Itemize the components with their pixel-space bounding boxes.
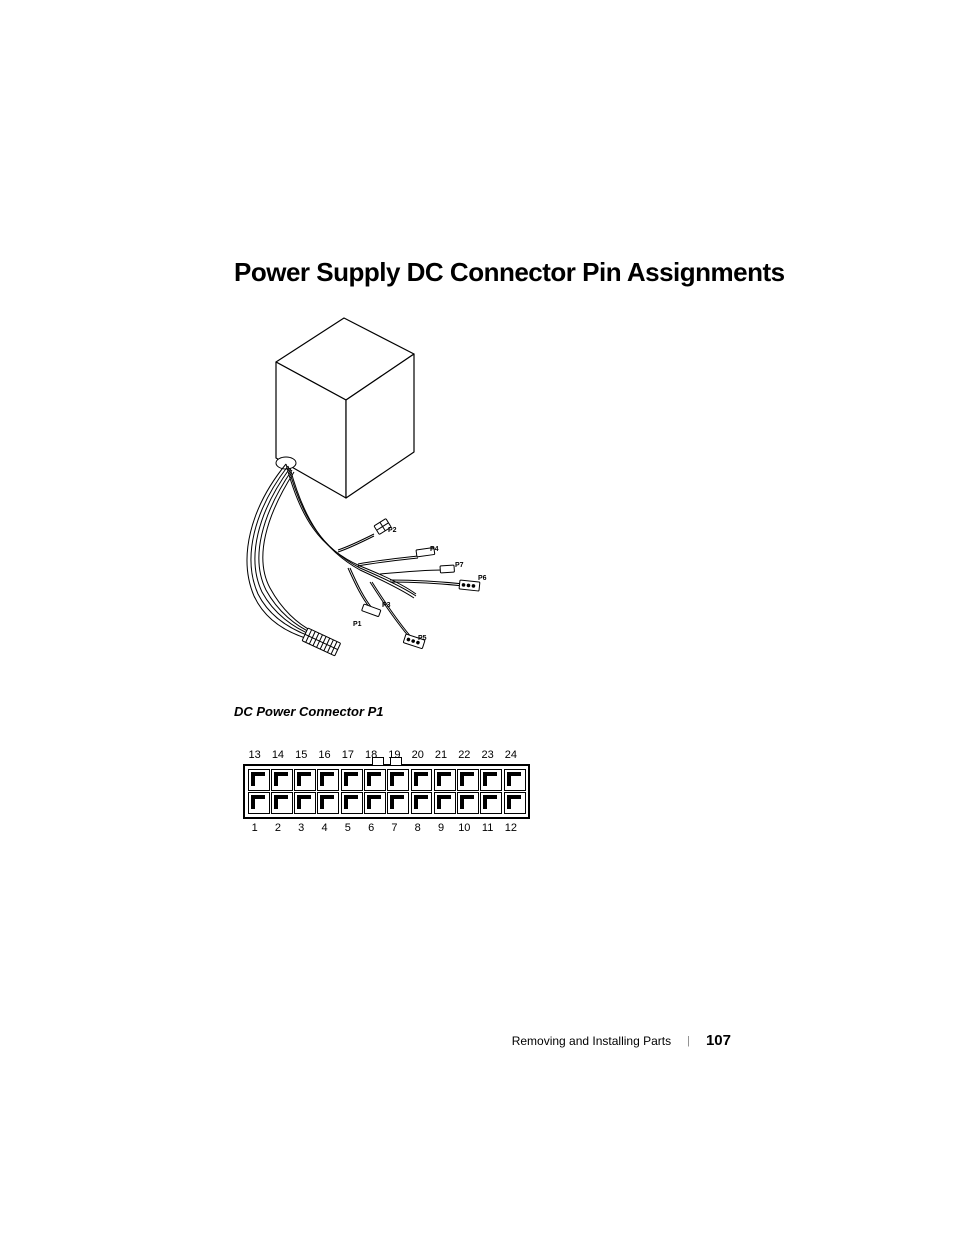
cable-label-p1: P1: [353, 621, 362, 628]
connector-body: [243, 764, 530, 819]
cable-label-p7: P7: [455, 562, 464, 569]
cable-label-p5: P5: [418, 635, 427, 642]
pin-number: 21: [429, 749, 452, 761]
cable-label-p2: P2: [388, 527, 397, 534]
pin-number: 1: [243, 822, 266, 834]
page-heading: Power Supply DC Connector Pin Assignment…: [234, 257, 785, 288]
pin-cell: [411, 769, 433, 791]
pin-cell: [387, 792, 409, 814]
pin-number: 23: [476, 749, 499, 761]
connector-p1-diagram: 13 14 15 16 17 18 19 20 21 22 23 24: [243, 749, 530, 834]
pin-cell: [457, 792, 479, 814]
pin-cell: [294, 769, 316, 791]
pin-cell: [271, 769, 293, 791]
connector-latch: [372, 757, 402, 765]
pin-number: 4: [313, 822, 336, 834]
pin-cell: [341, 792, 363, 814]
pin-cell: [411, 792, 433, 814]
pin-number: 11: [476, 822, 499, 834]
pin-cell: [504, 792, 526, 814]
footer-separator-icon: |: [687, 1035, 690, 1047]
pin-cell: [341, 769, 363, 791]
page: Power Supply DC Connector Pin Assignment…: [0, 0, 954, 1235]
pin-cell: [504, 769, 526, 791]
pin-cell: [480, 769, 502, 791]
pin-cell: [271, 792, 293, 814]
pin-cell: [434, 769, 456, 791]
cable-label-p4: P4: [430, 546, 439, 553]
pin-cell: [317, 792, 339, 814]
cable-label-p3: P3: [382, 602, 391, 609]
pin-number: 24: [499, 749, 522, 761]
pin-cell: [364, 792, 386, 814]
pin-number: 12: [499, 822, 522, 834]
pin-number: 2: [266, 822, 289, 834]
pin-number: 10: [453, 822, 476, 834]
footer-section-title: Removing and Installing Parts: [512, 1034, 671, 1048]
pin-cell: [434, 792, 456, 814]
pin-cell: [364, 769, 386, 791]
pin-number: 15: [290, 749, 313, 761]
pin-cell: [480, 792, 502, 814]
pin-number: 8: [406, 822, 429, 834]
psu-illustration-svg: P1 P2 P3 P4 P5 P6 P7: [230, 308, 490, 668]
pin-cell: [248, 792, 270, 814]
pin-number: 6: [359, 822, 382, 834]
pin-row-top: [247, 768, 526, 791]
pin-number: 16: [313, 749, 336, 761]
pin-cell: [387, 769, 409, 791]
pin-number: 22: [453, 749, 476, 761]
connector-subheading: DC Power Connector P1: [234, 704, 384, 719]
pin-cell: [317, 769, 339, 791]
cable-label-p6: P6: [478, 575, 487, 582]
footer-page-number: 107: [706, 1032, 731, 1049]
pin-number: 9: [429, 822, 452, 834]
pin-number: 14: [266, 749, 289, 761]
pin-number: 17: [336, 749, 359, 761]
psu-cable-diagram: P1 P2 P3 P4 P5 P6 P7: [230, 308, 490, 668]
page-footer: Removing and Installing Parts | 107: [512, 1032, 731, 1049]
pin-number: 20: [406, 749, 429, 761]
pin-numbers-bottom: 1 2 3 4 5 6 7 8 9 10 11 12: [243, 822, 530, 834]
pin-cell: [248, 769, 270, 791]
pin-number: 5: [336, 822, 359, 834]
pin-cell: [457, 769, 479, 791]
pin-cell: [294, 792, 316, 814]
pin-number: 3: [290, 822, 313, 834]
pin-number: 7: [383, 822, 406, 834]
pin-row-bottom: [247, 791, 526, 814]
pin-number: 13: [243, 749, 266, 761]
